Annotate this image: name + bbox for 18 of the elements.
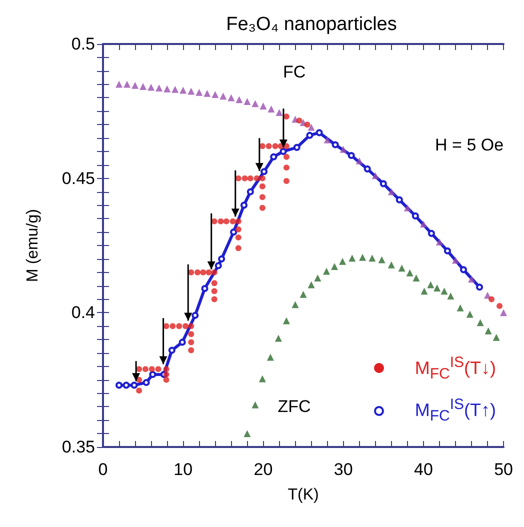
annotation: FC [282,62,306,82]
legend-label: M$_{FC}$$^{IS}$(T↓) [414,354,496,382]
y-tick-label: 0.45 [62,168,95,188]
chart-title: Fe₃O₄ nanoparticles [226,14,397,35]
x-tick-label: 10 [174,460,193,479]
x-tick-label: 0 [98,460,108,479]
x-tick-label: 50 [494,460,514,479]
x-tick-label: 30 [334,460,353,479]
x-axis-title: T(K) [288,486,319,504]
y-tick-label: 0.35 [62,438,95,456]
legend-label: M$_{FC}$$^{IS}$(T↑) [414,396,496,425]
y-tick-label: 0.5 [71,34,95,54]
y-axis-title: M (emu/g) [24,209,42,282]
x-tick-label: 40 [414,460,433,479]
annotation: ZFC [278,397,311,416]
x-tick-label: 20 [254,460,273,479]
y-tick-label: 0.4 [71,303,95,322]
annotation: H = 5 Oe [435,135,504,154]
